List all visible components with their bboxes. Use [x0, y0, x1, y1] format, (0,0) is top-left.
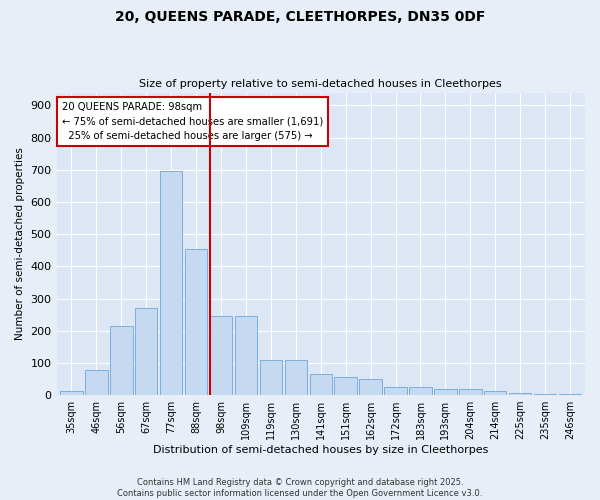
Bar: [409, 387, 431, 395]
Bar: [334, 378, 357, 395]
X-axis label: Distribution of semi-detached houses by size in Cleethorpes: Distribution of semi-detached houses by …: [153, 445, 488, 455]
Text: 20 QUEENS PARADE: 98sqm
← 75% of semi-detached houses are smaller (1,691)
  25% : 20 QUEENS PARADE: 98sqm ← 75% of semi-de…: [62, 102, 323, 141]
Bar: [284, 360, 307, 395]
Bar: [310, 374, 332, 395]
Bar: [110, 326, 133, 395]
Bar: [235, 316, 257, 395]
Y-axis label: Number of semi-detached properties: Number of semi-detached properties: [15, 148, 25, 340]
Bar: [359, 379, 382, 395]
Title: Size of property relative to semi-detached houses in Cleethorpes: Size of property relative to semi-detach…: [139, 79, 502, 89]
Bar: [459, 390, 482, 395]
Bar: [135, 308, 157, 395]
Bar: [185, 248, 208, 395]
Bar: [559, 394, 581, 395]
Bar: [260, 360, 282, 395]
Bar: [160, 172, 182, 395]
Bar: [60, 391, 83, 395]
Bar: [484, 391, 506, 395]
Bar: [534, 394, 556, 395]
Bar: [385, 387, 407, 395]
Bar: [210, 316, 232, 395]
Text: Contains HM Land Registry data © Crown copyright and database right 2025.
Contai: Contains HM Land Registry data © Crown c…: [118, 478, 482, 498]
Bar: [434, 390, 457, 395]
Text: 20, QUEENS PARADE, CLEETHORPES, DN35 0DF: 20, QUEENS PARADE, CLEETHORPES, DN35 0DF: [115, 10, 485, 24]
Bar: [509, 392, 532, 395]
Bar: [85, 370, 107, 395]
